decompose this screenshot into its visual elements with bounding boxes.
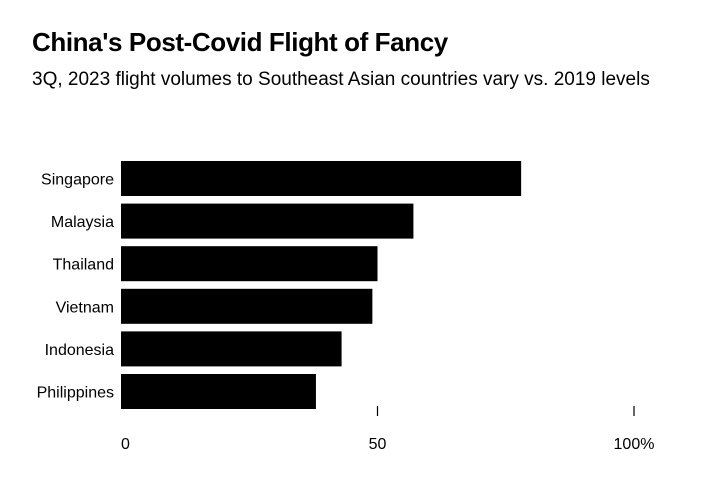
chart-subtitle: 3Q, 2023 flight volumes to Southeast Asi…	[32, 69, 650, 90]
bar-thailand	[121, 246, 378, 282]
category-label-thailand: Thailand	[53, 257, 114, 274]
bar-malaysia	[121, 203, 414, 239]
bar-singapore	[121, 161, 522, 196]
category-label-indonesia: Indonesia	[45, 342, 114, 359]
x-tick-label-0: 0	[121, 436, 130, 453]
x-tick-label-50: 50	[369, 436, 387, 453]
chart-title: China's Post-Covid Flight of Fancy	[32, 27, 448, 57]
bar-vietnam	[121, 288, 373, 324]
category-label-malaysia: Malaysia	[51, 214, 114, 231]
category-label-philippines: Philippines	[37, 385, 114, 402]
bar-indonesia	[121, 331, 342, 367]
category-label-singapore: Singapore	[41, 172, 114, 189]
bar-philippines	[121, 374, 316, 409]
x-tick-label-100: 100%	[614, 436, 655, 453]
category-label-vietnam: Vietnam	[56, 299, 114, 316]
